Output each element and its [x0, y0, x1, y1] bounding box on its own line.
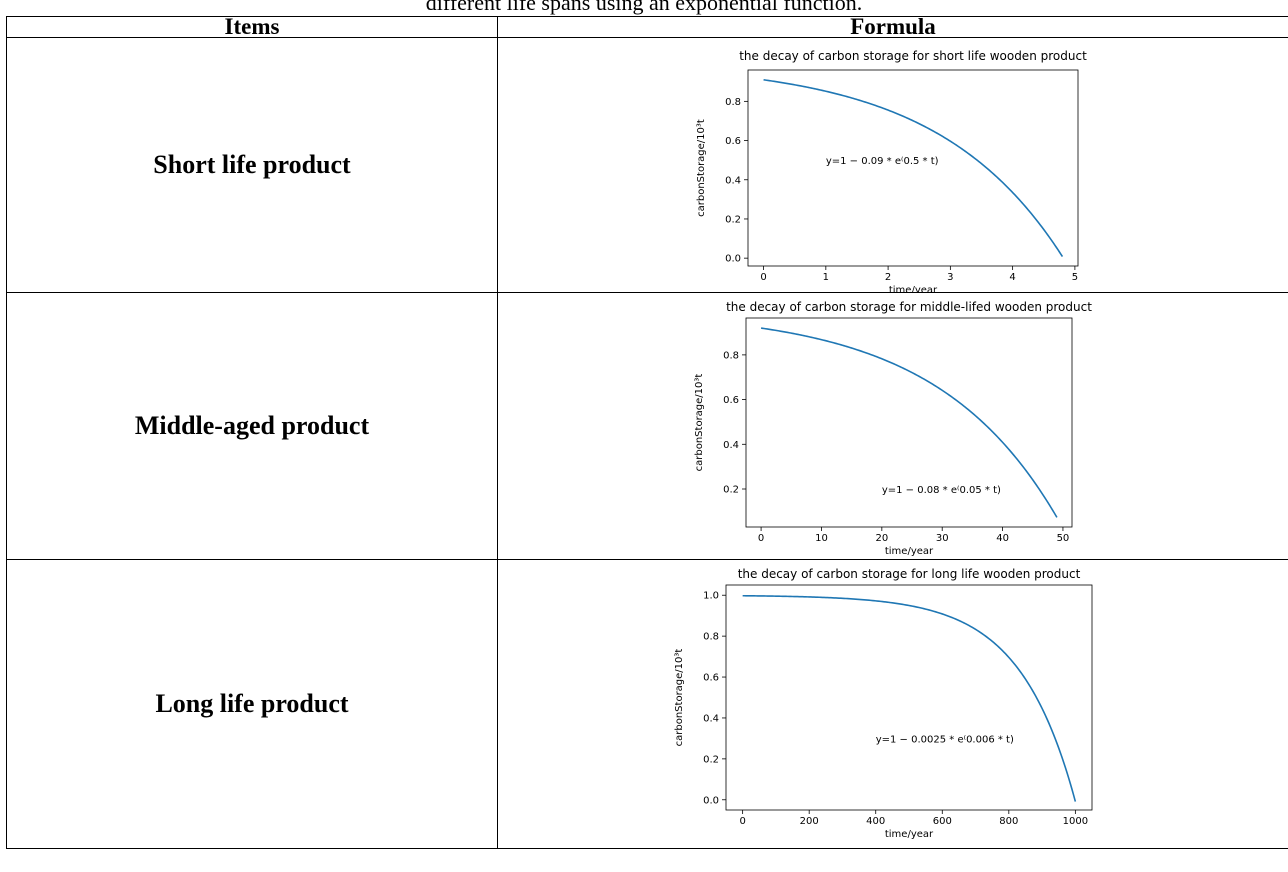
table-row: Middle-aged product the decay of carbon …	[6, 292, 1288, 560]
y-tick-label: 0.8	[703, 632, 719, 643]
y-axis-label: carbonStorage/10³t	[696, 119, 707, 217]
chart-middle-life: the decay of carbon storage for middle-l…	[694, 300, 1092, 557]
y-tick-label: 0.0	[703, 795, 719, 806]
table-row: Long life product the decay of carbon st…	[6, 559, 1288, 849]
chart-title: the decay of carbon storage for middle-l…	[726, 300, 1092, 314]
table-row: Short life product the decay of carbon s…	[6, 37, 1288, 293]
plot-frame	[725, 584, 1093, 811]
y-tick-label: 0.6	[725, 136, 741, 147]
x-tick-label: 30	[936, 533, 949, 544]
chart-cell-long: the decay of carbon storage for long lif…	[497, 559, 1288, 849]
series-line	[763, 79, 1064, 258]
series-line	[760, 327, 1058, 518]
y-tick-label: 0.4	[725, 175, 741, 186]
x-tick-label: 5	[1072, 272, 1078, 283]
x-axis-label: time/year	[885, 546, 934, 557]
x-axis-label: time/year	[889, 285, 938, 292]
y-tick-label: 0.8	[723, 350, 739, 361]
x-tick-label: 40	[996, 533, 1009, 544]
y-tick-label: 0.6	[703, 673, 719, 684]
header-items: Items	[6, 15, 498, 38]
x-tick-label: 400	[866, 816, 885, 827]
x-axis-label: time/year	[885, 829, 934, 840]
y-tick-label: 0.0	[725, 254, 741, 265]
y-tick-label: 0.4	[723, 440, 739, 451]
formula-table: Items Formula Short life product the dec…	[6, 15, 1288, 849]
x-tick-label: 1	[823, 272, 829, 283]
series-line	[742, 594, 1077, 802]
x-tick-label: 50	[1057, 533, 1070, 544]
x-tick-label: 1000	[1063, 816, 1088, 827]
row-label-middle: Middle-aged product	[6, 292, 498, 560]
header-row: Items Formula	[6, 15, 1288, 38]
chart-title: the decay of carbon storage for long lif…	[738, 567, 1081, 581]
x-tick-label: 2	[885, 272, 891, 283]
x-tick-label: 20	[875, 533, 888, 544]
x-tick-label: 3	[947, 272, 953, 283]
x-tick-label: 600	[933, 816, 952, 827]
row-label-long: Long life product	[6, 559, 498, 849]
y-tick-label: 0.4	[703, 713, 719, 724]
formula-annotation: y=1 − 0.0025 * e⁽0.006 * t)	[876, 734, 1014, 745]
y-tick-label: 0.8	[725, 97, 741, 108]
plot-frame	[745, 317, 1073, 528]
chart-title: the decay of carbon storage for short li…	[739, 49, 1087, 63]
chart-long-life: the decay of carbon storage for long lif…	[674, 567, 1093, 840]
y-tick-label: 0.2	[723, 485, 739, 496]
plot-frame	[747, 69, 1079, 267]
x-tick-label: 0	[739, 816, 745, 827]
x-tick-label: 200	[800, 816, 819, 827]
x-tick-label: 0	[760, 272, 766, 283]
y-axis-label: carbonStorage/10³t	[694, 374, 705, 472]
y-tick-label: 0.2	[725, 214, 741, 225]
header-formula: Formula	[497, 15, 1288, 38]
y-tick-label: 0.2	[703, 754, 719, 765]
chart-cell-middle: the decay of carbon storage for middle-l…	[497, 292, 1288, 560]
y-axis-label: carbonStorage/10³t	[674, 649, 685, 747]
chart-cell-short: the decay of carbon storage for short li…	[497, 37, 1288, 293]
table-caption: different life spans using an exponentia…	[425, 0, 863, 15]
y-tick-label: 1.0	[703, 591, 719, 602]
row-label-short: Short life product	[6, 37, 498, 293]
formula-annotation: y=1 − 0.08 * e⁽0.05 * t)	[882, 485, 1001, 496]
x-tick-label: 0	[758, 533, 764, 544]
formula-annotation: y=1 − 0.09 * e⁽0.5 * t)	[826, 156, 939, 167]
x-tick-label: 4	[1009, 272, 1015, 283]
y-tick-label: 0.6	[723, 395, 739, 406]
x-tick-label: 10	[815, 533, 828, 544]
x-tick-label: 800	[999, 816, 1018, 827]
chart-short-life: the decay of carbon storage for short li…	[696, 49, 1087, 292]
